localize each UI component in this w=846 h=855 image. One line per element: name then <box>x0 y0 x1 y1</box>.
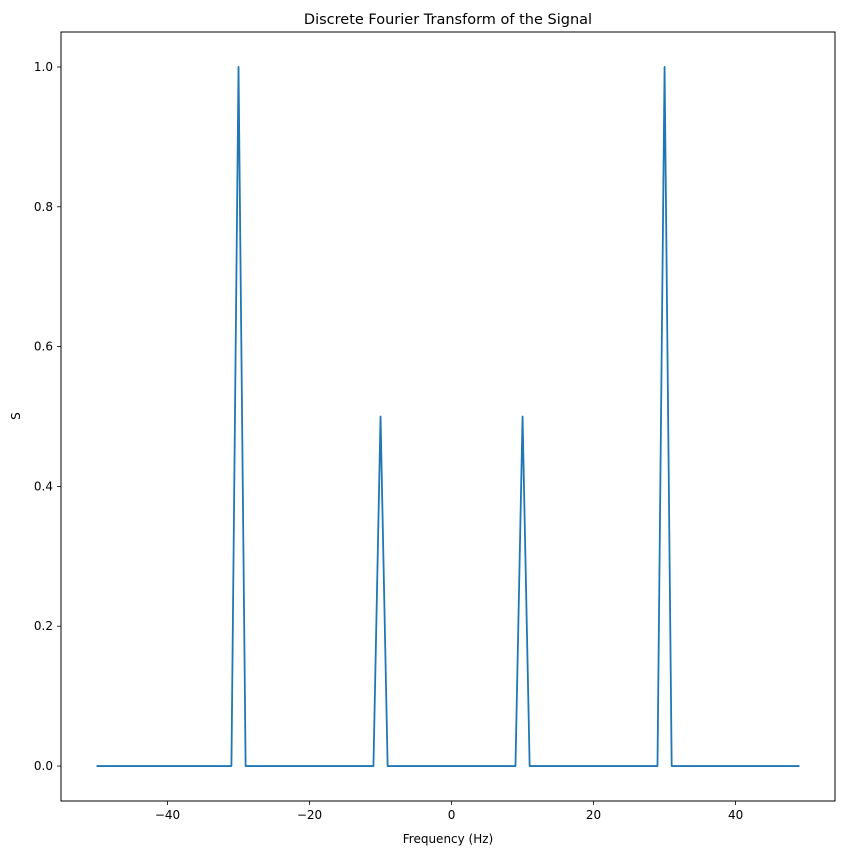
y-tick-label: 0.2 <box>34 619 53 633</box>
x-tick-label: 40 <box>728 808 743 822</box>
y-tick-label: 0.4 <box>34 479 53 493</box>
series-line-0 <box>96 66 800 767</box>
x-tick-label: 0 <box>448 808 456 822</box>
y-tick-label: 0.6 <box>34 340 53 354</box>
chart-title: Discrete Fourier Transform of the Signal <box>304 12 592 28</box>
y-axis-ticks: 0.0 0.2 0.4 0.6 0.8 1.0 <box>34 60 61 773</box>
x-tick-label: −20 <box>297 808 322 822</box>
y-axis-label: S <box>9 412 23 420</box>
x-tick-label: −40 <box>155 808 180 822</box>
series-layer <box>96 66 800 767</box>
y-tick-label: 0.0 <box>34 759 53 773</box>
plot-area <box>60 31 836 802</box>
x-axis-ticks: −40 −20 0 20 40 <box>155 801 743 822</box>
y-tick-label: 0.8 <box>34 200 53 214</box>
plot-frame <box>60 31 836 802</box>
x-tick-label: 20 <box>586 808 601 822</box>
y-tick-label: 1.0 <box>34 60 53 74</box>
x-axis-label: Frequency (Hz) <box>403 832 494 846</box>
